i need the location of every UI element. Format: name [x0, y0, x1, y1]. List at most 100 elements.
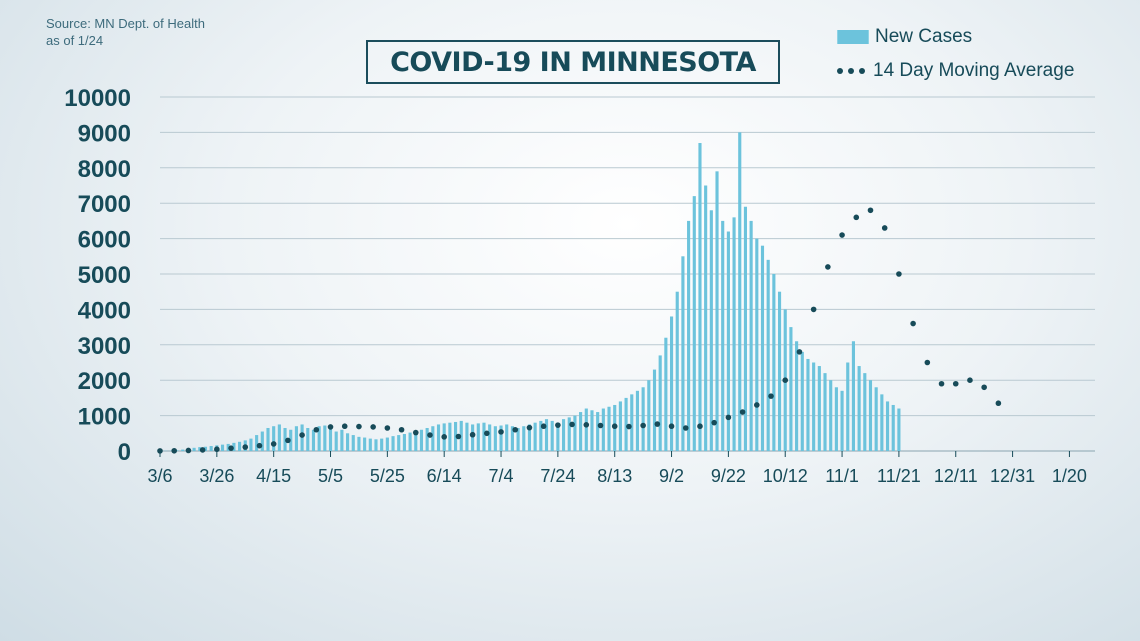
moving-average-dot	[327, 424, 334, 430]
moving-average-dot	[299, 432, 305, 438]
new-cases-bar	[476, 423, 480, 451]
new-cases-bar	[209, 446, 213, 451]
new-cases-bar	[391, 436, 395, 451]
moving-average-dot	[796, 349, 803, 355]
y-tick-label: 6000	[78, 227, 131, 254]
y-tick-label: 8000	[78, 156, 131, 183]
new-cases-bar	[749, 220, 753, 451]
new-cases-bar	[465, 422, 469, 451]
new-cases-bar	[203, 446, 208, 451]
moving-average-dot	[583, 422, 590, 428]
moving-average-dot	[597, 422, 604, 429]
moving-average-dot	[910, 320, 916, 327]
moving-average-dot	[839, 232, 845, 238]
new-cases-bar	[709, 210, 713, 451]
x-tick-label: 1/20	[1052, 466, 1087, 486]
moving-average-dot	[697, 423, 703, 430]
new-cases-bar	[840, 390, 844, 451]
new-cases-bar	[175, 450, 179, 451]
new-cases-bar	[368, 438, 372, 451]
moving-average-dot	[214, 446, 220, 453]
y-axis: 0 1000 2000 3000 4000 5000 6000 7000 8000 9000 100…	[64, 85, 131, 466]
new-cases-bar	[579, 412, 583, 451]
moving-average-dot	[640, 422, 646, 429]
new-cases-bar	[789, 327, 793, 451]
new-cases-bar	[698, 143, 702, 451]
moving-average-dot	[967, 377, 973, 384]
moving-average-dot	[228, 445, 234, 451]
x-tick-label: 3/6	[147, 466, 172, 486]
new-cases-bar	[260, 431, 264, 451]
new-cases-bar	[493, 426, 497, 451]
new-cases-bar	[266, 427, 270, 451]
new-cases-bar	[436, 424, 441, 451]
moving-average-dot	[569, 421, 575, 428]
new-cases-bar	[715, 171, 719, 451]
new-cases-bar	[471, 424, 475, 451]
new-cases-bar	[874, 387, 878, 451]
x-axis: 3/6 3/26 4/15 5/5 5/25 6/14 7/4 7/24 8/13 9/2 9/22…	[147, 451, 1087, 486]
new-cases-bar	[482, 422, 486, 451]
new-cases-bar	[800, 351, 804, 451]
moving-average-dot	[441, 434, 447, 440]
new-cases-bar	[510, 426, 514, 451]
new-cases-bar	[397, 435, 401, 451]
new-cases-bar	[488, 424, 492, 451]
x-tick-label: 9/2	[659, 466, 684, 486]
new-cases-bar	[777, 291, 782, 451]
y-tick-label: 7000	[78, 191, 131, 218]
moving-average-dot	[810, 306, 817, 313]
new-cases-bar	[238, 441, 242, 451]
new-cases-bar	[363, 437, 367, 451]
new-cases-bar	[880, 394, 884, 451]
new-cases-bar	[635, 390, 640, 451]
moving-average-dot	[867, 207, 874, 214]
moving-average-dot	[540, 423, 547, 430]
new-cases-bar	[806, 358, 810, 451]
y-tick-label: 1000	[78, 404, 131, 431]
moving-average-dot	[611, 423, 618, 430]
moving-average-dot	[938, 380, 945, 387]
moving-average-dot	[285, 437, 291, 444]
new-cases-bar	[681, 256, 685, 451]
y-tick-label: 0	[118, 439, 131, 466]
new-cases-bar	[249, 438, 253, 451]
new-cases-bar	[283, 427, 287, 451]
new-cases-bar	[812, 362, 816, 451]
moving-average-dot	[782, 377, 789, 384]
x-tick-label: 9/22	[711, 466, 746, 486]
moving-average-dot	[981, 384, 987, 391]
new-cases-bar	[601, 408, 605, 451]
new-cases-bar	[658, 355, 662, 451]
new-cases-bar	[220, 444, 225, 451]
new-cases-bar	[567, 417, 571, 451]
new-cases-bar	[829, 380, 833, 451]
new-cases-bar	[527, 424, 532, 451]
moving-average-dot	[739, 409, 746, 415]
x-tick-label: 11/1	[825, 466, 859, 486]
moving-average-dot	[356, 423, 362, 430]
moving-average-dot	[825, 264, 831, 270]
new-cases-bar	[340, 429, 344, 451]
new-cases-bar	[311, 429, 316, 451]
moving-average-dot	[668, 423, 675, 430]
new-cases-bar	[232, 442, 236, 451]
new-cases-bar	[675, 291, 679, 451]
x-tick-label: 12/11	[934, 466, 978, 486]
moving-average-dot	[526, 424, 533, 431]
moving-average-dot	[924, 359, 931, 366]
moving-average-dot	[484, 430, 490, 437]
new-cases-bar	[351, 435, 355, 451]
legend-item-new-cases: New Cases	[837, 20, 1074, 54]
moving-average-dot	[270, 441, 277, 447]
new-cases-bar	[795, 341, 799, 451]
new-cases-bar	[419, 429, 424, 451]
new-cases-bar	[846, 362, 850, 451]
new-cases-bar	[817, 366, 821, 451]
new-cases-bar	[704, 185, 708, 451]
y-tick-label: 3000	[78, 333, 131, 360]
x-tick-label: 7/24	[540, 466, 575, 486]
moving-average-dot	[313, 426, 320, 433]
moving-average-dot	[725, 414, 732, 421]
